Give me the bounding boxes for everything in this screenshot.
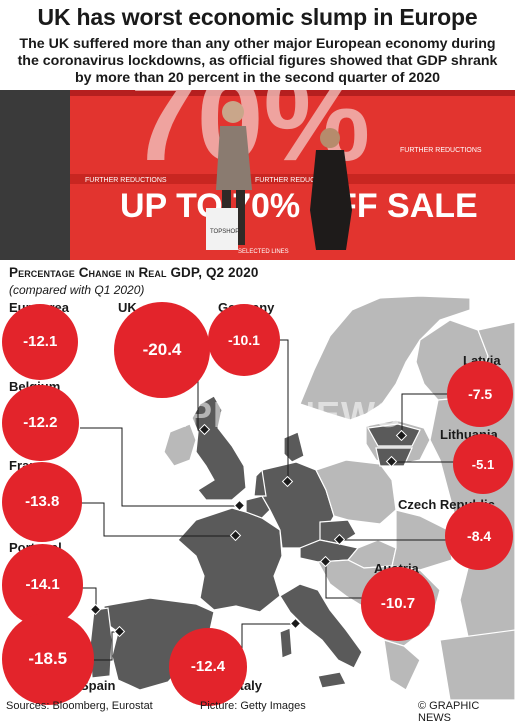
netherlands-land <box>253 468 267 497</box>
value-label: -13.8 <box>25 493 60 511</box>
chart-subtitle: (compared with Q1 2020) <box>9 283 145 297</box>
photo-strip-text-1: FURTHER REDUCTIONS <box>85 177 167 184</box>
shopper-left: TOPSHOP <box>206 101 252 250</box>
value-bubble-portugal: -14.1 <box>2 544 84 626</box>
value-bubble-czech-republic: -8.4 <box>445 502 513 570</box>
value-bubble-france: -13.8 <box>2 461 83 543</box>
value-label: -12.2 <box>23 414 58 432</box>
value-bubble-lithuania: -5.1 <box>453 434 513 494</box>
austria-marker <box>319 555 332 568</box>
value-label: -10.7 <box>380 595 416 613</box>
sardinia-land <box>279 627 293 659</box>
italy-land <box>279 583 363 669</box>
shopper-right <box>310 128 352 250</box>
czech-land <box>319 519 357 545</box>
value-bubble-austria: -10.7 <box>361 567 435 641</box>
france-leader <box>80 502 236 537</box>
value-bubble-spain: -18.5 <box>2 613 94 705</box>
latvia-leader <box>401 393 468 436</box>
sale-photo: 70% FURTHER REDUCTIONS FURTHER REDUCTION… <box>0 90 515 260</box>
germany-marker <box>281 475 294 488</box>
latvia-marker <box>395 429 408 442</box>
value-label: -12.1 <box>23 333 58 351</box>
turkey-land <box>439 629 515 700</box>
spain-marker <box>113 625 126 638</box>
value-bubble-euro-area: -12.1 <box>2 303 79 381</box>
value-label: -14.1 <box>25 576 60 594</box>
photo-strip-text-2: FURTHER REDUCTIONS <box>255 177 337 184</box>
poland-land <box>315 459 397 525</box>
value-bubble-uk: -20.4 <box>114 302 210 398</box>
chart-title: Percentage Change in Real GDP, Q2 2020 <box>9 265 259 280</box>
uk-land <box>191 395 247 501</box>
austria-leader <box>325 562 365 599</box>
denmark-land <box>283 431 305 463</box>
lithuania-marker <box>385 455 398 468</box>
value-label: -10.1 <box>228 331 260 348</box>
belgium-land <box>245 495 271 519</box>
italy-leader <box>241 623 296 650</box>
picture-credit: Picture: Getty Images <box>200 700 306 712</box>
value-bubble-germany: -10.1 <box>208 304 280 376</box>
graphic-news-credit: © GRAPHIC NEWS <box>418 700 480 724</box>
france-marker <box>229 529 242 542</box>
italy-marker <box>289 617 302 630</box>
ireland-land <box>163 423 197 467</box>
value-label: -8.4 <box>467 527 492 544</box>
belgium-leader <box>80 427 240 507</box>
portugal-marker <box>89 603 102 616</box>
sicily-land <box>317 671 347 689</box>
value-label: -18.5 <box>28 648 68 668</box>
page-title: UK has worst economic slump in Europe <box>37 4 478 30</box>
value-label: -20.4 <box>142 340 182 359</box>
photo-strip-text-3: FURTHER REDUCTIONS <box>400 147 482 154</box>
photo-selected-lines: SELECTED LINES <box>238 249 289 255</box>
value-bubble-belgium: -12.2 <box>2 384 79 462</box>
greece-land <box>383 639 421 691</box>
latvia-land <box>367 423 421 447</box>
value-label: -12.4 <box>190 658 226 676</box>
label-spain: Spain <box>80 678 116 693</box>
belgium-marker <box>233 499 246 512</box>
value-bubble-latvia: -7.5 <box>447 361 513 427</box>
scandinavia-land <box>299 296 471 421</box>
photo-bag-text: TOPSHOP <box>210 229 239 235</box>
sources: Sources: Bloomberg, Eurostat <box>6 700 153 712</box>
uk-marker <box>198 423 211 436</box>
subtitle: The UK suffered more than any other majo… <box>17 36 498 86</box>
value-bubble-italy: -12.4 <box>169 628 247 706</box>
uk-leader <box>197 380 205 431</box>
value-label: -5.1 <box>471 456 495 472</box>
photo-illustration: 70% FURTHER REDUCTIONS FURTHER REDUCTION… <box>0 90 515 260</box>
value-label: -7.5 <box>468 385 493 402</box>
photo-sale-text: UP TO 70% OFF SALE <box>120 187 478 225</box>
czech-marker <box>333 533 346 546</box>
